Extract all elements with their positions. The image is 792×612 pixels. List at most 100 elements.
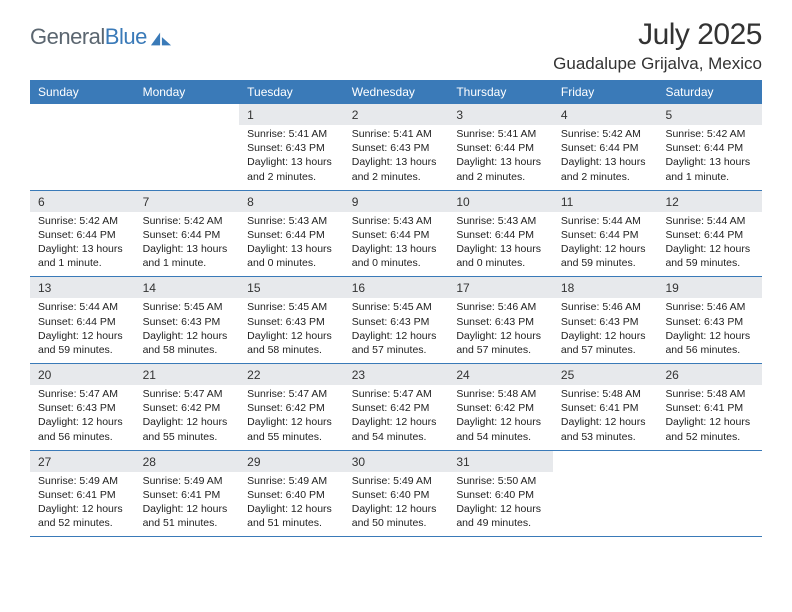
sunrise-line: Sunrise: 5:43 AM bbox=[247, 214, 336, 228]
sunrise-line: Sunrise: 5:50 AM bbox=[456, 474, 545, 488]
daylight-line: Daylight: 13 hours and 2 minutes. bbox=[456, 155, 545, 183]
daylight-line: Daylight: 12 hours and 56 minutes. bbox=[38, 415, 127, 443]
day-cell: 8Sunrise: 5:43 AMSunset: 6:44 PMDaylight… bbox=[239, 191, 344, 277]
sunrise-line: Sunrise: 5:41 AM bbox=[352, 127, 441, 141]
day-number: 5 bbox=[657, 104, 762, 125]
daylight-line: Daylight: 12 hours and 56 minutes. bbox=[665, 329, 754, 357]
daylight-line: Daylight: 12 hours and 55 minutes. bbox=[143, 415, 232, 443]
sunset-line: Sunset: 6:43 PM bbox=[143, 315, 232, 329]
day-cell: 13Sunrise: 5:44 AMSunset: 6:44 PMDayligh… bbox=[30, 277, 135, 363]
brand-general: General bbox=[30, 24, 105, 49]
sunrise-line: Sunrise: 5:45 AM bbox=[352, 300, 441, 314]
week-row: 20Sunrise: 5:47 AMSunset: 6:43 PMDayligh… bbox=[30, 364, 762, 451]
day-body: Sunrise: 5:42 AMSunset: 6:44 PMDaylight:… bbox=[657, 125, 762, 190]
day-cell: 12Sunrise: 5:44 AMSunset: 6:44 PMDayligh… bbox=[657, 191, 762, 277]
sunrise-line: Sunrise: 5:45 AM bbox=[143, 300, 232, 314]
dayname-header: Saturday bbox=[657, 80, 762, 104]
sunrise-line: Sunrise: 5:47 AM bbox=[143, 387, 232, 401]
daylight-line: Daylight: 12 hours and 54 minutes. bbox=[456, 415, 545, 443]
day-number: 19 bbox=[657, 277, 762, 298]
day-cell bbox=[657, 451, 762, 537]
sunset-line: Sunset: 6:41 PM bbox=[665, 401, 754, 415]
daylight-line: Daylight: 12 hours and 53 minutes. bbox=[561, 415, 650, 443]
daylight-line: Daylight: 12 hours and 51 minutes. bbox=[247, 502, 336, 530]
sunset-line: Sunset: 6:41 PM bbox=[38, 488, 127, 502]
day-number: 7 bbox=[135, 191, 240, 212]
sunset-line: Sunset: 6:42 PM bbox=[247, 401, 336, 415]
day-cell: 21Sunrise: 5:47 AMSunset: 6:42 PMDayligh… bbox=[135, 364, 240, 450]
sunrise-line: Sunrise: 5:44 AM bbox=[561, 214, 650, 228]
day-number: 1 bbox=[239, 104, 344, 125]
day-number: 11 bbox=[553, 191, 658, 212]
location-label: Guadalupe Grijalva, Mexico bbox=[553, 54, 762, 74]
day-body: Sunrise: 5:45 AMSunset: 6:43 PMDaylight:… bbox=[239, 298, 344, 363]
dayname-header: Sunday bbox=[30, 80, 135, 104]
header-row: GeneralBlue July 2025 Guadalupe Grijalva… bbox=[30, 18, 762, 74]
sunset-line: Sunset: 6:42 PM bbox=[456, 401, 545, 415]
day-cell: 16Sunrise: 5:45 AMSunset: 6:43 PMDayligh… bbox=[344, 277, 449, 363]
dayname-header-row: SundayMondayTuesdayWednesdayThursdayFrid… bbox=[30, 80, 762, 104]
day-cell: 1Sunrise: 5:41 AMSunset: 6:43 PMDaylight… bbox=[239, 104, 344, 190]
sunrise-line: Sunrise: 5:47 AM bbox=[38, 387, 127, 401]
day-body: Sunrise: 5:41 AMSunset: 6:44 PMDaylight:… bbox=[448, 125, 553, 190]
brand-logo: GeneralBlue bbox=[30, 24, 172, 50]
day-cell bbox=[30, 104, 135, 190]
sunset-line: Sunset: 6:43 PM bbox=[456, 315, 545, 329]
sunrise-line: Sunrise: 5:48 AM bbox=[456, 387, 545, 401]
sunset-line: Sunset: 6:43 PM bbox=[38, 401, 127, 415]
day-cell: 6Sunrise: 5:42 AMSunset: 6:44 PMDaylight… bbox=[30, 191, 135, 277]
day-body: Sunrise: 5:48 AMSunset: 6:42 PMDaylight:… bbox=[448, 385, 553, 450]
sunrise-line: Sunrise: 5:43 AM bbox=[352, 214, 441, 228]
sunset-line: Sunset: 6:44 PM bbox=[38, 228, 127, 242]
sunset-line: Sunset: 6:44 PM bbox=[665, 228, 754, 242]
daylight-line: Daylight: 12 hours and 57 minutes. bbox=[561, 329, 650, 357]
calendar: SundayMondayTuesdayWednesdayThursdayFrid… bbox=[30, 80, 762, 537]
day-number: 10 bbox=[448, 191, 553, 212]
day-number: 27 bbox=[30, 451, 135, 472]
day-body: Sunrise: 5:50 AMSunset: 6:40 PMDaylight:… bbox=[448, 472, 553, 537]
day-cell: 25Sunrise: 5:48 AMSunset: 6:41 PMDayligh… bbox=[553, 364, 658, 450]
daylight-line: Daylight: 12 hours and 51 minutes. bbox=[143, 502, 232, 530]
day-number: 13 bbox=[30, 277, 135, 298]
daylight-line: Daylight: 12 hours and 50 minutes. bbox=[352, 502, 441, 530]
sunset-line: Sunset: 6:44 PM bbox=[143, 228, 232, 242]
sunrise-line: Sunrise: 5:49 AM bbox=[247, 474, 336, 488]
dayname-header: Wednesday bbox=[344, 80, 449, 104]
sunrise-line: Sunrise: 5:45 AM bbox=[247, 300, 336, 314]
day-cell: 11Sunrise: 5:44 AMSunset: 6:44 PMDayligh… bbox=[553, 191, 658, 277]
daylight-line: Daylight: 13 hours and 1 minute. bbox=[143, 242, 232, 270]
daylight-line: Daylight: 12 hours and 52 minutes. bbox=[665, 415, 754, 443]
dayname-header: Thursday bbox=[448, 80, 553, 104]
day-body: Sunrise: 5:47 AMSunset: 6:42 PMDaylight:… bbox=[344, 385, 449, 450]
sunrise-line: Sunrise: 5:41 AM bbox=[456, 127, 545, 141]
sunrise-line: Sunrise: 5:46 AM bbox=[665, 300, 754, 314]
day-body: Sunrise: 5:45 AMSunset: 6:43 PMDaylight:… bbox=[135, 298, 240, 363]
day-body: Sunrise: 5:44 AMSunset: 6:44 PMDaylight:… bbox=[553, 212, 658, 277]
day-cell: 10Sunrise: 5:43 AMSunset: 6:44 PMDayligh… bbox=[448, 191, 553, 277]
day-cell: 26Sunrise: 5:48 AMSunset: 6:41 PMDayligh… bbox=[657, 364, 762, 450]
sunset-line: Sunset: 6:41 PM bbox=[561, 401, 650, 415]
day-cell: 28Sunrise: 5:49 AMSunset: 6:41 PMDayligh… bbox=[135, 451, 240, 537]
sunrise-line: Sunrise: 5:42 AM bbox=[38, 214, 127, 228]
day-number: 24 bbox=[448, 364, 553, 385]
day-number: 25 bbox=[553, 364, 658, 385]
day-body: Sunrise: 5:42 AMSunset: 6:44 PMDaylight:… bbox=[135, 212, 240, 277]
daylight-line: Daylight: 13 hours and 0 minutes. bbox=[247, 242, 336, 270]
day-number: 4 bbox=[553, 104, 658, 125]
title-block: July 2025 Guadalupe Grijalva, Mexico bbox=[553, 18, 762, 74]
day-body: Sunrise: 5:48 AMSunset: 6:41 PMDaylight:… bbox=[553, 385, 658, 450]
day-cell: 17Sunrise: 5:46 AMSunset: 6:43 PMDayligh… bbox=[448, 277, 553, 363]
day-number: 3 bbox=[448, 104, 553, 125]
day-body: Sunrise: 5:45 AMSunset: 6:43 PMDaylight:… bbox=[344, 298, 449, 363]
day-number: 26 bbox=[657, 364, 762, 385]
daylight-line: Daylight: 12 hours and 59 minutes. bbox=[38, 329, 127, 357]
daylight-line: Daylight: 13 hours and 2 minutes. bbox=[561, 155, 650, 183]
day-number: 29 bbox=[239, 451, 344, 472]
sunset-line: Sunset: 6:44 PM bbox=[352, 228, 441, 242]
day-number: 9 bbox=[344, 191, 449, 212]
day-number: 12 bbox=[657, 191, 762, 212]
sunset-line: Sunset: 6:41 PM bbox=[143, 488, 232, 502]
day-body: Sunrise: 5:47 AMSunset: 6:42 PMDaylight:… bbox=[135, 385, 240, 450]
sunrise-line: Sunrise: 5:44 AM bbox=[665, 214, 754, 228]
week-row: 6Sunrise: 5:42 AMSunset: 6:44 PMDaylight… bbox=[30, 191, 762, 278]
